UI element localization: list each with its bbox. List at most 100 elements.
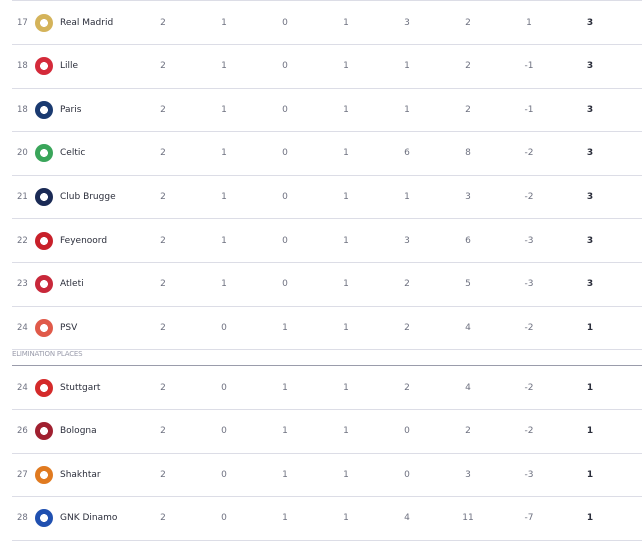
rank: 28 <box>17 513 28 524</box>
stat-d: 0 <box>282 191 288 202</box>
stat-l: 1 <box>343 469 349 480</box>
stat-l: 1 <box>343 426 349 437</box>
stat-pts: 3 <box>586 235 594 246</box>
table-row[interactable]: 22 Feyenoord 2 1 0 1 3 6 -3 3 <box>12 219 642 263</box>
stat-gf: 1 <box>404 61 410 72</box>
stat-w: 1 <box>221 235 227 246</box>
stat-w: 0 <box>221 426 227 437</box>
stat-ga: 5 <box>465 279 471 290</box>
psv-crest-icon <box>35 318 53 337</box>
stat-l: 1 <box>343 279 349 290</box>
table-row[interactable]: 20 Celtic 2 1 0 1 6 8 -2 3 <box>12 132 642 176</box>
stat-p: 2 <box>160 513 166 524</box>
stat-p: 2 <box>160 191 166 202</box>
team-name[interactable]: Real Madrid <box>60 17 114 28</box>
table-row[interactable]: 26 Bologna 2 0 1 1 0 2 -2 1 <box>12 410 642 454</box>
stat-gd: -3 <box>524 235 534 246</box>
stat-l: 1 <box>343 235 349 246</box>
stat-w: 1 <box>221 17 227 28</box>
stat-w: 0 <box>221 382 227 393</box>
stat-ga: 6 <box>465 235 471 246</box>
table-row[interactable]: 23 Atleti 2 1 0 1 2 5 -3 3 <box>12 263 642 307</box>
stat-pts: 1 <box>586 426 594 437</box>
stat-gd: -7 <box>524 513 534 524</box>
team-name[interactable]: GNK Dinamo <box>60 513 118 524</box>
stat-d: 0 <box>282 235 288 246</box>
table-row[interactable]: 24 PSV 2 0 1 1 2 4 -2 1 <box>12 306 642 351</box>
stat-p: 2 <box>160 279 166 290</box>
stat-w: 0 <box>221 469 227 480</box>
stat-pts: 3 <box>586 279 594 290</box>
psg-crest-icon <box>35 100 53 119</box>
rank: 18 <box>17 61 28 72</box>
stat-ga: 11 <box>462 513 474 524</box>
stat-pts: 1 <box>586 513 594 524</box>
stat-pts: 3 <box>586 61 594 72</box>
stat-w: 1 <box>221 191 227 202</box>
stat-gf: 3 <box>404 17 410 28</box>
shakhtar-crest-icon <box>35 465 53 484</box>
rank: 22 <box>17 235 28 246</box>
stat-gd: -2 <box>524 191 534 202</box>
table-row[interactable]: 18 Lille 2 1 0 1 1 2 -1 3 <box>12 45 642 89</box>
table-row[interactable]: 28 GNK Dinamo 2 0 1 1 4 11 -7 1 <box>12 497 642 541</box>
team-name[interactable]: Shakhtar <box>60 469 101 480</box>
team-name[interactable]: Feyenoord <box>60 235 108 246</box>
team-name[interactable]: Bologna <box>60 426 97 437</box>
team-name[interactable]: Lille <box>60 61 79 72</box>
stat-gf: 6 <box>404 148 410 159</box>
stat-gf: 1 <box>404 191 410 202</box>
table-row[interactable]: 21 Club Brugge 2 1 0 1 1 3 -2 3 <box>12 175 642 220</box>
team-name[interactable]: Paris <box>60 104 82 115</box>
stat-gf: 0 <box>404 469 410 480</box>
team-name[interactable]: PSV <box>60 322 78 333</box>
rank: 20 <box>17 148 28 159</box>
stat-pts: 3 <box>586 191 594 202</box>
stat-gd: -1 <box>524 61 534 72</box>
stat-p: 2 <box>160 426 166 437</box>
celtic-crest-icon <box>35 144 53 163</box>
stat-gf: 2 <box>404 279 410 290</box>
bologna-crest-icon <box>35 422 53 441</box>
stat-d: 1 <box>282 469 288 480</box>
stat-gd: -2 <box>524 382 534 393</box>
stat-w: 1 <box>221 104 227 115</box>
team-name[interactable]: Club Brugge <box>60 191 116 202</box>
stat-gd: -2 <box>524 322 534 333</box>
stat-ga: 2 <box>465 61 471 72</box>
stat-d: 0 <box>282 279 288 290</box>
stat-d: 1 <box>282 322 288 333</box>
team-name[interactable]: Atleti <box>60 279 84 290</box>
rank: 24 <box>17 382 28 393</box>
stat-w: 1 <box>221 61 227 72</box>
stat-ga: 3 <box>465 469 471 480</box>
stat-gd: -2 <box>524 426 534 437</box>
stat-p: 2 <box>160 148 166 159</box>
stat-pts: 1 <box>586 322 594 333</box>
table-row[interactable]: 18 Paris 2 1 0 1 1 2 -1 3 <box>12 88 642 133</box>
stat-p: 2 <box>160 61 166 72</box>
stat-gf: 2 <box>404 382 410 393</box>
dinamo-zagreb-crest-icon <box>35 509 53 528</box>
stat-ga: 8 <box>465 148 471 159</box>
feyenoord-crest-icon <box>35 231 53 250</box>
table-row[interactable]: 27 Shakhtar 2 0 1 1 0 3 -3 1 <box>12 453 642 498</box>
stat-d: 1 <box>282 426 288 437</box>
rank: 23 <box>17 279 28 290</box>
stat-gd: -3 <box>524 279 534 290</box>
stat-p: 2 <box>160 17 166 28</box>
stat-ga: 2 <box>465 426 471 437</box>
stat-ga: 4 <box>465 382 471 393</box>
stat-ga: 3 <box>465 191 471 202</box>
table-row[interactable]: 17 Real Madrid 2 1 0 1 3 2 1 3 <box>12 1 642 45</box>
stat-d: 0 <box>282 104 288 115</box>
table-row[interactable]: 24 Stuttgart 2 0 1 1 2 4 -2 1 <box>12 366 642 410</box>
stat-gf: 0 <box>404 426 410 437</box>
stat-gf: 2 <box>404 322 410 333</box>
team-name[interactable]: Stuttgart <box>60 382 101 393</box>
stat-ga: 2 <box>465 104 471 115</box>
team-name[interactable]: Celtic <box>60 148 86 159</box>
stat-gf: 3 <box>404 235 410 246</box>
stat-pts: 1 <box>586 382 594 393</box>
rank: 24 <box>17 322 28 333</box>
